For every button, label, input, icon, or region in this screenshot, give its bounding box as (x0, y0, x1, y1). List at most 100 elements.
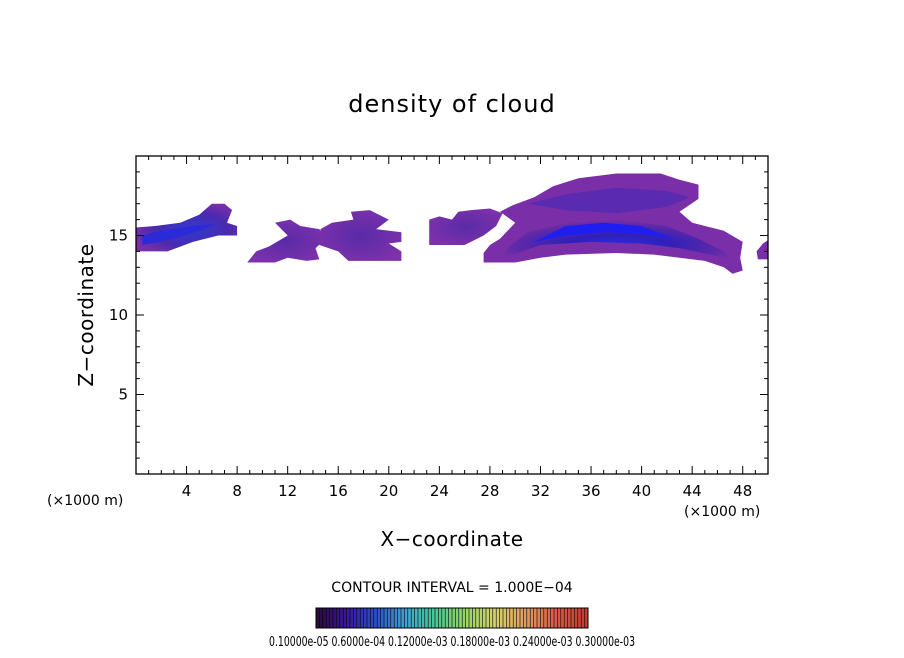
colorbar-swatch (489, 608, 493, 628)
x-unit-label-left: (×1000 m) (47, 493, 123, 509)
colorbar-swatch (486, 608, 490, 628)
colorbar-swatch (452, 608, 456, 628)
colorbar-swatch (370, 608, 374, 628)
colorbar-swatch (509, 608, 514, 628)
colorbar-swatch (499, 608, 503, 628)
y-axis-label: Z−coordinate (74, 243, 98, 386)
colorbar-swatch (462, 608, 466, 628)
colorbar-swatch (560, 608, 565, 628)
cloud-main-bright (534, 222, 674, 242)
colorbar-swatch (540, 608, 544, 628)
chart-title: density of cloud (348, 90, 555, 118)
colorbar-swatch (333, 608, 337, 628)
colorbar-swatch (571, 608, 575, 628)
colorbar-swatch (465, 608, 469, 628)
colorbar-swatch (404, 608, 408, 628)
colorbar-swatch (564, 608, 568, 628)
colorbar-swatch (384, 608, 388, 628)
colorbar-swatch (475, 608, 480, 628)
colorbar-swatch (567, 608, 571, 628)
colorbar-swatch (367, 608, 371, 628)
cloud-layer (136, 173, 768, 274)
colorbar-swatch (394, 608, 398, 628)
colorbar-swatch (472, 608, 476, 628)
colorbar-swatch (353, 608, 357, 628)
colorbar-swatch (448, 608, 452, 628)
colorbar-swatch (363, 608, 367, 628)
x-tick-label: 44 (683, 482, 702, 500)
colorbar-swatch (557, 608, 561, 628)
colorbar-swatch (326, 608, 330, 628)
colorbar-swatch (360, 608, 364, 628)
x-tick-label: 28 (480, 482, 499, 500)
colorbar-swatch (537, 608, 541, 628)
colorbar-swatch (319, 608, 323, 628)
colorbar-swatch (445, 608, 449, 628)
colorbar-swatch (356, 608, 361, 628)
x-tick-label: 48 (733, 482, 752, 500)
colorbar-swatch (418, 608, 422, 628)
colorbar-swatch (441, 608, 446, 628)
colorbar-swatch (346, 608, 350, 628)
colorbar-swatch (520, 608, 524, 628)
colorbar-swatch (316, 608, 320, 628)
cloud-mid-2 (319, 210, 402, 261)
colorbar-swatch (407, 608, 412, 628)
colorbar-swatch (435, 608, 439, 628)
y-tick-label: 10 (109, 306, 128, 324)
colorbar-swatch (343, 608, 347, 628)
colorbar-labels: 0.10000e-05 0.6000e-04 0.12000e-03 0.180… (269, 635, 635, 650)
colorbar-swatch (380, 608, 384, 628)
colorbar-swatch (577, 608, 582, 628)
cloud-mid-1 (247, 219, 326, 263)
colorbar-swatch (428, 608, 432, 628)
x-tick-label: 12 (278, 482, 297, 500)
colorbar-frame (315, 607, 589, 629)
x-tick-label: 8 (232, 482, 242, 500)
colorbar-swatch (482, 608, 486, 628)
y-axis-ticks: 5 10 15 (109, 171, 768, 459)
colorbar-swatch (339, 608, 344, 628)
colorbar-swatch (506, 608, 510, 628)
colorbar-swatch (496, 608, 500, 628)
x-tick-label: 24 (430, 482, 449, 500)
colorbar-swatch (543, 608, 548, 628)
x-tick-label: 32 (531, 482, 550, 500)
colorbar-swatch (401, 608, 405, 628)
colorbar-swatch (530, 608, 534, 628)
colorbar-swatch (390, 608, 395, 628)
colorbar-swatch (516, 608, 520, 628)
x-unit-label-right: (×1000 m) (684, 504, 760, 520)
cloud-main-upper (527, 187, 690, 214)
cloud-left-core (142, 224, 215, 245)
colorbar-swatch (547, 608, 551, 628)
x-tick-label: 40 (632, 482, 651, 500)
colorbar-swatch (554, 608, 558, 628)
x-tick-label: 20 (379, 482, 398, 500)
y-tick-label: 5 (118, 386, 128, 404)
colorbar-swatch (533, 608, 537, 628)
colorbar-swatch (322, 608, 327, 628)
colorbar-swatch (438, 608, 442, 628)
colorbar-swatch (503, 608, 507, 628)
y-tick-label: 15 (109, 227, 128, 245)
cloud-right-edge (756, 240, 768, 260)
colorbar-swatch (421, 608, 425, 628)
colorbar (315, 607, 589, 629)
colorbar-swatch (458, 608, 463, 628)
x-axis-ticks: 4 8 12 16 20 24 28 32 36 40 44 48 (148, 156, 756, 500)
colorbar-swatch (373, 608, 378, 628)
x-axis-label: X−coordinate (380, 527, 523, 551)
x-tick-label: 16 (329, 482, 348, 500)
colorbar-swatch (350, 608, 354, 628)
colorbar-swatch (414, 608, 418, 628)
colorbar-swatch (455, 608, 459, 628)
colorbar-swatch (523, 608, 527, 628)
colorbar-swatch (431, 608, 435, 628)
colorbar-swatch (387, 608, 391, 628)
colorbar-swatch (550, 608, 554, 628)
x-tick-label: 36 (581, 482, 600, 500)
colorbar-swatch (329, 608, 333, 628)
colorbar-swatch (469, 608, 473, 628)
